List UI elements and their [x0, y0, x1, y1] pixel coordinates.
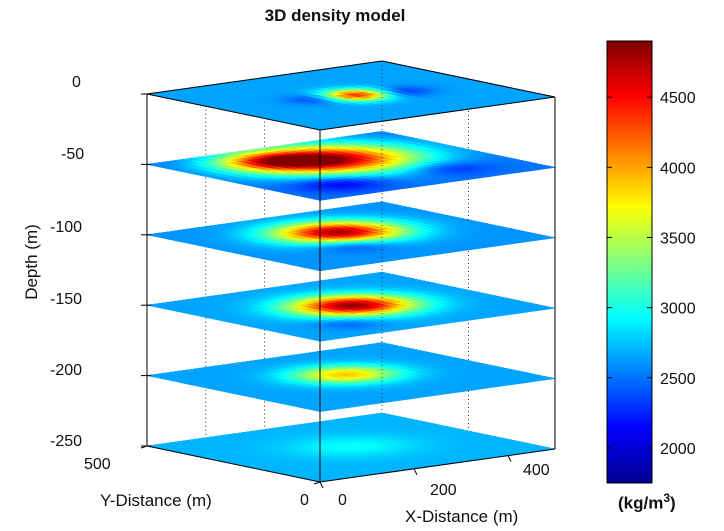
box-top-left-edge — [146, 93, 321, 131]
slice-cell — [372, 131, 389, 135]
x-tick-400: 400 — [523, 462, 550, 479]
box-bottom-left-edge — [146, 445, 321, 483]
z-tick-2: -100 — [50, 219, 83, 236]
z-tick-3: -150 — [50, 291, 83, 308]
z-tick-1: -50 — [61, 146, 85, 163]
slice-cell — [372, 342, 389, 346]
z-tick-4: -200 — [50, 362, 83, 379]
box-top-front-edge — [319, 96, 556, 131]
slice-depth--100 — [146, 201, 556, 272]
box-top-back-edge — [146, 60, 383, 95]
colorbar-ticks: 2000 2500 3000 3500 4000 4500 — [607, 90, 696, 458]
slice-depth--250 — [146, 412, 556, 483]
x-tick-mark-2 — [507, 455, 512, 462]
colorbar-tick-label-4: 4000 — [660, 160, 696, 177]
y-tick-500: 500 — [84, 456, 111, 473]
colorbar-tick-label-2: 3000 — [660, 301, 696, 318]
y-tick-0: 0 — [300, 492, 309, 509]
chart-title: 3D density model — [264, 6, 406, 25]
z-tick-5: -250 — [50, 433, 83, 450]
colorbar-tick-label-0: 2000 — [660, 441, 696, 458]
slice-depth--150 — [146, 271, 556, 342]
colorbar-tick-label-5: 4500 — [660, 90, 696, 107]
x-tick-200: 200 — [430, 482, 457, 499]
colorbar-tick-label-3: 3500 — [660, 230, 696, 247]
slice-cell — [372, 271, 389, 276]
x-tick-0: 0 — [338, 492, 347, 509]
z-axis-label: Depth (m) — [22, 224, 41, 300]
slice-depth--50 — [146, 131, 556, 201]
unit-close: ) — [670, 493, 676, 513]
box-top-right-edge — [381, 60, 556, 98]
y-tick-mark-1 — [140, 445, 148, 449]
colorbar — [606, 40, 653, 484]
colorbar-tick-label-1: 2500 — [660, 371, 696, 388]
slice-depth--200 — [146, 342, 556, 412]
axis-box — [140, 60, 556, 489]
slice-depth-0 — [146, 60, 556, 131]
density-slices — [146, 60, 556, 483]
x-tick-mark-0 — [319, 481, 324, 489]
y-tick-mark-0 — [313, 481, 321, 485]
box-bottom-front-edge — [319, 448, 556, 483]
unit-exponent: 3 — [663, 491, 671, 505]
y-axis-label: Y-Distance (m) — [100, 491, 212, 510]
slice-cell — [372, 412, 389, 416]
unit-base: (kg/m — [618, 493, 664, 513]
colorbar-unit-label: (kg/m3) — [618, 491, 676, 514]
x-tick-mark-1 — [413, 468, 418, 476]
x-axis-label: X-Distance (m) — [405, 507, 519, 526]
z-tick-0: 0 — [72, 74, 81, 91]
